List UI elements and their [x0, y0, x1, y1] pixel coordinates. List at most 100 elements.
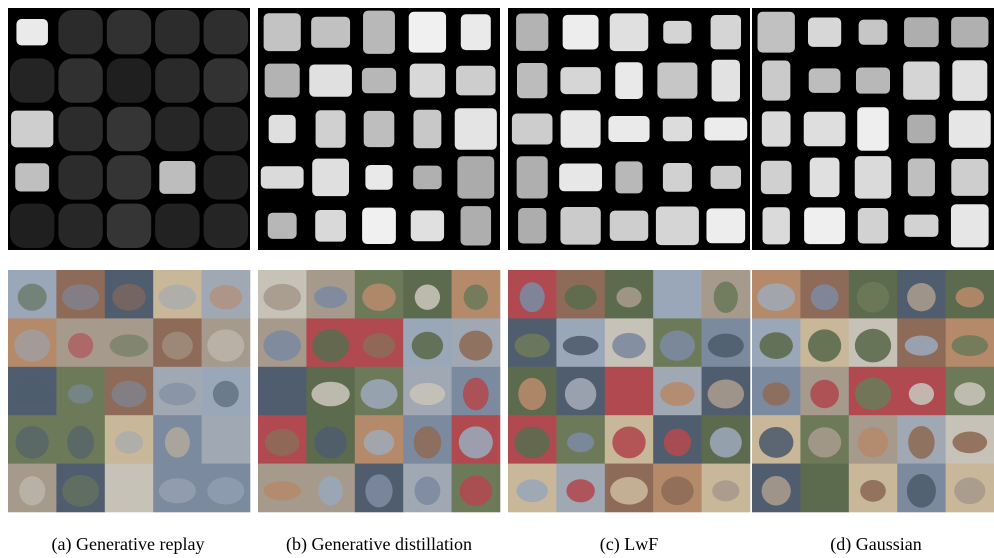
image-object	[762, 382, 789, 405]
image-object	[111, 478, 146, 503]
image-cell	[11, 111, 53, 148]
image-object	[907, 474, 936, 508]
image-object	[567, 433, 594, 453]
image-object	[312, 329, 349, 362]
image-object	[611, 377, 646, 410]
image-cell	[951, 159, 988, 196]
image-cell	[560, 67, 600, 94]
image-object	[414, 426, 442, 458]
image-object	[363, 333, 396, 357]
image-object	[459, 426, 493, 458]
image-object	[612, 427, 645, 459]
image-cell	[810, 158, 840, 197]
image-object	[855, 329, 891, 363]
image-cell	[204, 204, 248, 248]
image-cell	[58, 10, 102, 54]
image-object	[210, 432, 241, 452]
caption: (a) Generative replay	[52, 534, 205, 555]
image-object	[415, 285, 440, 310]
image-object	[956, 287, 984, 307]
image-cell	[762, 61, 790, 101]
image-object	[518, 378, 546, 410]
image-object	[762, 476, 791, 505]
image-object	[362, 283, 396, 310]
image-cell	[269, 115, 296, 143]
image-cell	[411, 210, 444, 241]
image-object	[759, 427, 793, 458]
image-cell	[855, 156, 891, 198]
image-object	[714, 281, 738, 312]
image-cell	[362, 68, 396, 93]
image-object	[708, 334, 744, 358]
image-cell	[362, 208, 396, 244]
image-cell	[615, 161, 642, 193]
image-cell	[456, 66, 495, 96]
image-object	[68, 384, 93, 403]
image-object	[459, 476, 492, 506]
image-object	[314, 286, 347, 308]
image-cell	[309, 64, 352, 96]
image-cell	[261, 166, 304, 188]
image-object	[311, 382, 349, 407]
image-cell	[204, 107, 248, 151]
caption: (c) LwF	[600, 534, 658, 555]
image-cell	[518, 208, 546, 243]
image-object	[459, 331, 492, 361]
image-cell	[804, 208, 845, 245]
image-cell	[461, 14, 491, 50]
image-cell	[410, 64, 445, 98]
image-object	[265, 429, 300, 456]
image-object	[115, 431, 143, 454]
image-object	[563, 336, 599, 356]
image-object	[565, 285, 597, 310]
image-cell	[107, 204, 151, 248]
image-object	[759, 332, 792, 359]
image-cell	[809, 68, 841, 92]
image-cell	[107, 58, 151, 102]
image-object	[660, 330, 695, 360]
image-cell	[704, 117, 747, 140]
image-object	[610, 477, 648, 505]
image-cell	[155, 204, 199, 248]
image-cell	[517, 156, 548, 198]
image-cell	[903, 61, 939, 99]
image-object	[62, 284, 99, 310]
image-object	[209, 285, 242, 309]
image-cell	[413, 110, 441, 149]
image-object	[67, 426, 94, 459]
figure: (a) Generative replay (b) Generative dis…	[0, 0, 994, 558]
image-object	[68, 333, 93, 358]
image-object	[520, 282, 545, 312]
image-cell	[952, 60, 987, 101]
caption: (b) Generative distillation	[286, 534, 472, 555]
image-object	[463, 378, 489, 411]
image-cell	[516, 14, 548, 51]
image-object	[808, 329, 841, 361]
image-cell	[711, 15, 741, 49]
image-cell	[204, 155, 248, 199]
image-cell	[610, 211, 648, 241]
image-object	[112, 284, 145, 311]
image-object	[660, 382, 695, 406]
image-cell	[706, 208, 745, 243]
image-cell	[58, 204, 102, 248]
image-object	[858, 427, 888, 458]
image-object	[162, 332, 193, 360]
image-cell	[315, 210, 346, 242]
image-cell	[904, 17, 939, 47]
image-object	[905, 336, 938, 356]
image-object	[158, 285, 196, 310]
image-cell	[268, 213, 297, 239]
caption: (d) Gaussian	[830, 534, 921, 555]
image-object	[110, 334, 149, 357]
image-object	[412, 332, 443, 360]
image-cell	[907, 115, 935, 143]
image-object	[566, 479, 595, 502]
image-cell	[563, 15, 599, 50]
image-object	[757, 283, 795, 311]
image-cell	[663, 163, 692, 192]
image-object	[855, 378, 891, 411]
image-object	[365, 474, 392, 507]
image-object	[165, 427, 190, 458]
image-cell	[711, 166, 741, 189]
